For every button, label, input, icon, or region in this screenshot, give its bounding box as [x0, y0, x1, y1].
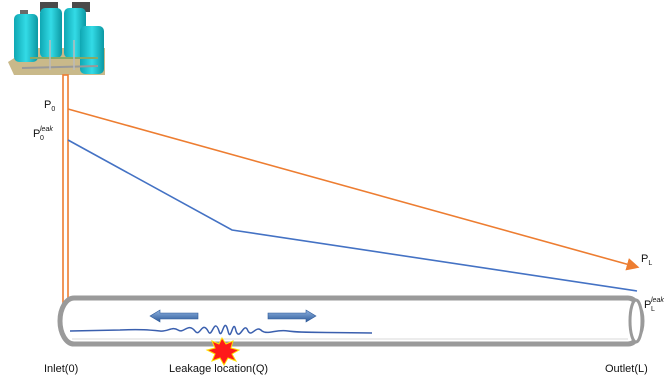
pl-leak-sub: L	[651, 306, 655, 313]
p0-leak-label: P	[33, 128, 40, 140]
pl-leak-label: P	[644, 299, 651, 311]
leak-location-label: Leakage location(Q)	[169, 363, 268, 375]
wave-arrow-right-icon	[267, 309, 317, 323]
leak-pressure-line	[67, 139, 638, 292]
pl-label: PL	[641, 253, 652, 267]
p0-label: P0	[44, 99, 55, 113]
inlet-riser	[62, 74, 69, 304]
inlet-label: Inlet(0)	[44, 363, 78, 375]
normal-pressure-line	[67, 108, 640, 271]
leak-burst-icon	[205, 337, 241, 367]
wave-arrow-left-icon	[149, 309, 199, 323]
pl-leak-sup: leak	[651, 297, 664, 304]
p0-leak-sup: leak	[40, 126, 53, 133]
pressure-wave	[69, 324, 373, 336]
outlet-label: Outlet(L)	[605, 363, 648, 375]
pumping-station-icon	[8, 2, 105, 75]
p0-leak-sub: 0	[40, 135, 44, 142]
pipe	[57, 295, 645, 347]
